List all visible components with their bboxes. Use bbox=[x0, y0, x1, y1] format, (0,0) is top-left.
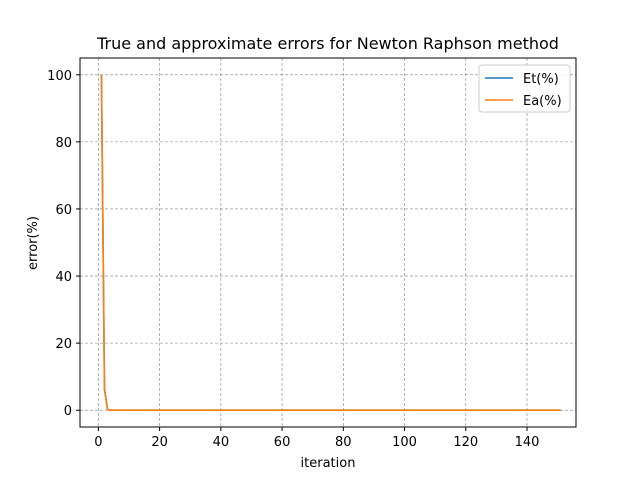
y-tick-label: 80 bbox=[55, 136, 72, 151]
y-tick-label: 0 bbox=[64, 404, 72, 419]
chart-title: True and approximate errors for Newton R… bbox=[96, 34, 559, 53]
plot-lines bbox=[100, 74, 561, 412]
plot-frame bbox=[79, 57, 577, 428]
legend-label: Ea(%) bbox=[523, 94, 562, 109]
series-line-1 bbox=[100, 74, 561, 412]
y-tick-label: 60 bbox=[55, 203, 72, 218]
x-tick-label: 120 bbox=[453, 435, 478, 450]
x-tick-label: 140 bbox=[515, 435, 540, 450]
y-tick-label: 100 bbox=[47, 69, 72, 84]
y-axis-label: error(%) bbox=[26, 216, 41, 270]
series-line-0 bbox=[100, 74, 561, 412]
x-axis-ticks: 0 20 40 60 80 100 120 140 bbox=[94, 427, 539, 450]
x-axis-label: iteration bbox=[301, 456, 356, 471]
y-tick-label: 20 bbox=[55, 337, 72, 352]
grid-lines bbox=[80, 58, 576, 427]
x-tick-label: 100 bbox=[392, 435, 417, 450]
legend-label: Et(%) bbox=[523, 72, 559, 87]
x-tick-label: 80 bbox=[335, 435, 352, 450]
x-tick-label: 60 bbox=[274, 435, 291, 450]
x-tick-label: 20 bbox=[151, 435, 168, 450]
y-axis-ticks: 0 20 40 60 80 100 bbox=[47, 69, 80, 419]
x-tick-label: 0 bbox=[94, 435, 102, 450]
x-tick-label: 40 bbox=[213, 435, 230, 450]
y-tick-label: 40 bbox=[55, 270, 72, 285]
legend: Et(%) Ea(%) bbox=[478, 64, 571, 113]
